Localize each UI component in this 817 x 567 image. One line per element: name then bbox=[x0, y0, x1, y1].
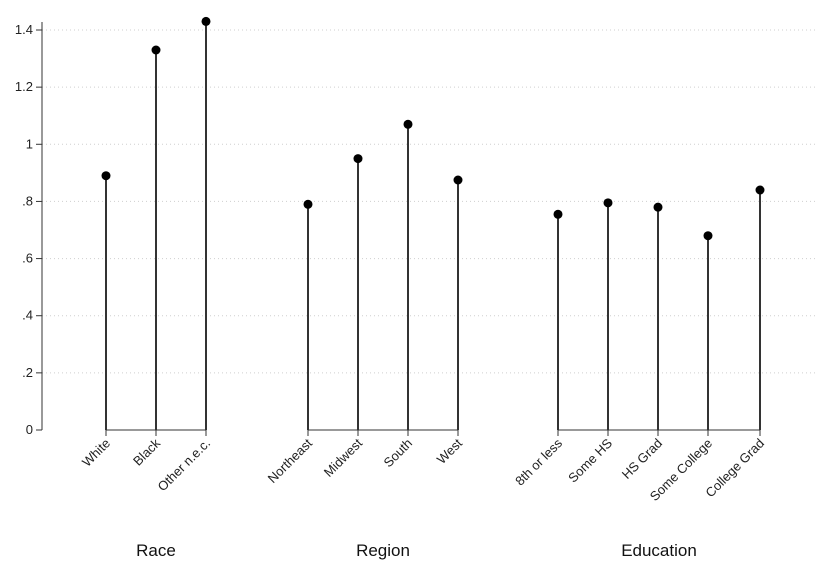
lollipop-marker bbox=[201, 16, 211, 26]
category-label: Some HS bbox=[565, 435, 615, 485]
lollipop-marker bbox=[553, 209, 563, 219]
group-label: Education bbox=[621, 541, 697, 560]
category-label: White bbox=[79, 436, 113, 470]
group-labels: Race Region Education bbox=[136, 541, 697, 560]
category-label: 8th or less bbox=[512, 435, 565, 488]
lollipop-marker bbox=[653, 202, 663, 212]
lollipop-marker bbox=[303, 199, 313, 209]
category-label: HS Grad bbox=[619, 436, 665, 482]
category-label: West bbox=[434, 435, 466, 467]
lollipop-marker bbox=[755, 185, 765, 195]
y-tick-label: 1.2 bbox=[15, 79, 33, 94]
y-tick-label: .4 bbox=[22, 308, 33, 323]
lollipop-marker bbox=[703, 231, 713, 241]
lollipop-marker bbox=[403, 119, 413, 129]
chart-marks bbox=[101, 16, 765, 430]
lollipop-marker bbox=[453, 175, 463, 185]
lollipop-marker bbox=[603, 198, 613, 208]
group-label: Race bbox=[136, 541, 176, 560]
category-label: Other n.e.c. bbox=[154, 436, 213, 495]
lollipop-marker bbox=[151, 45, 161, 55]
y-tick-label: 1 bbox=[26, 136, 33, 151]
group-label: Region bbox=[356, 541, 410, 560]
y-tick-label: 0 bbox=[26, 422, 33, 437]
gridlines bbox=[42, 29, 815, 374]
category-label: Northeast bbox=[265, 435, 316, 486]
y-tick-label: .2 bbox=[22, 365, 33, 380]
y-axis: 0 .2 .4 .6 .8 1 1.2 1.4 bbox=[15, 22, 43, 437]
y-tick-label: .6 bbox=[22, 251, 33, 266]
category-label: Black bbox=[130, 435, 163, 468]
lollipop-marker bbox=[353, 154, 363, 164]
category-label: Midwest bbox=[321, 435, 366, 480]
y-tick-label: .8 bbox=[22, 193, 33, 208]
lollipop-marker bbox=[101, 171, 111, 181]
category-label: South bbox=[380, 436, 415, 471]
y-tick-label: 1.4 bbox=[15, 22, 33, 37]
